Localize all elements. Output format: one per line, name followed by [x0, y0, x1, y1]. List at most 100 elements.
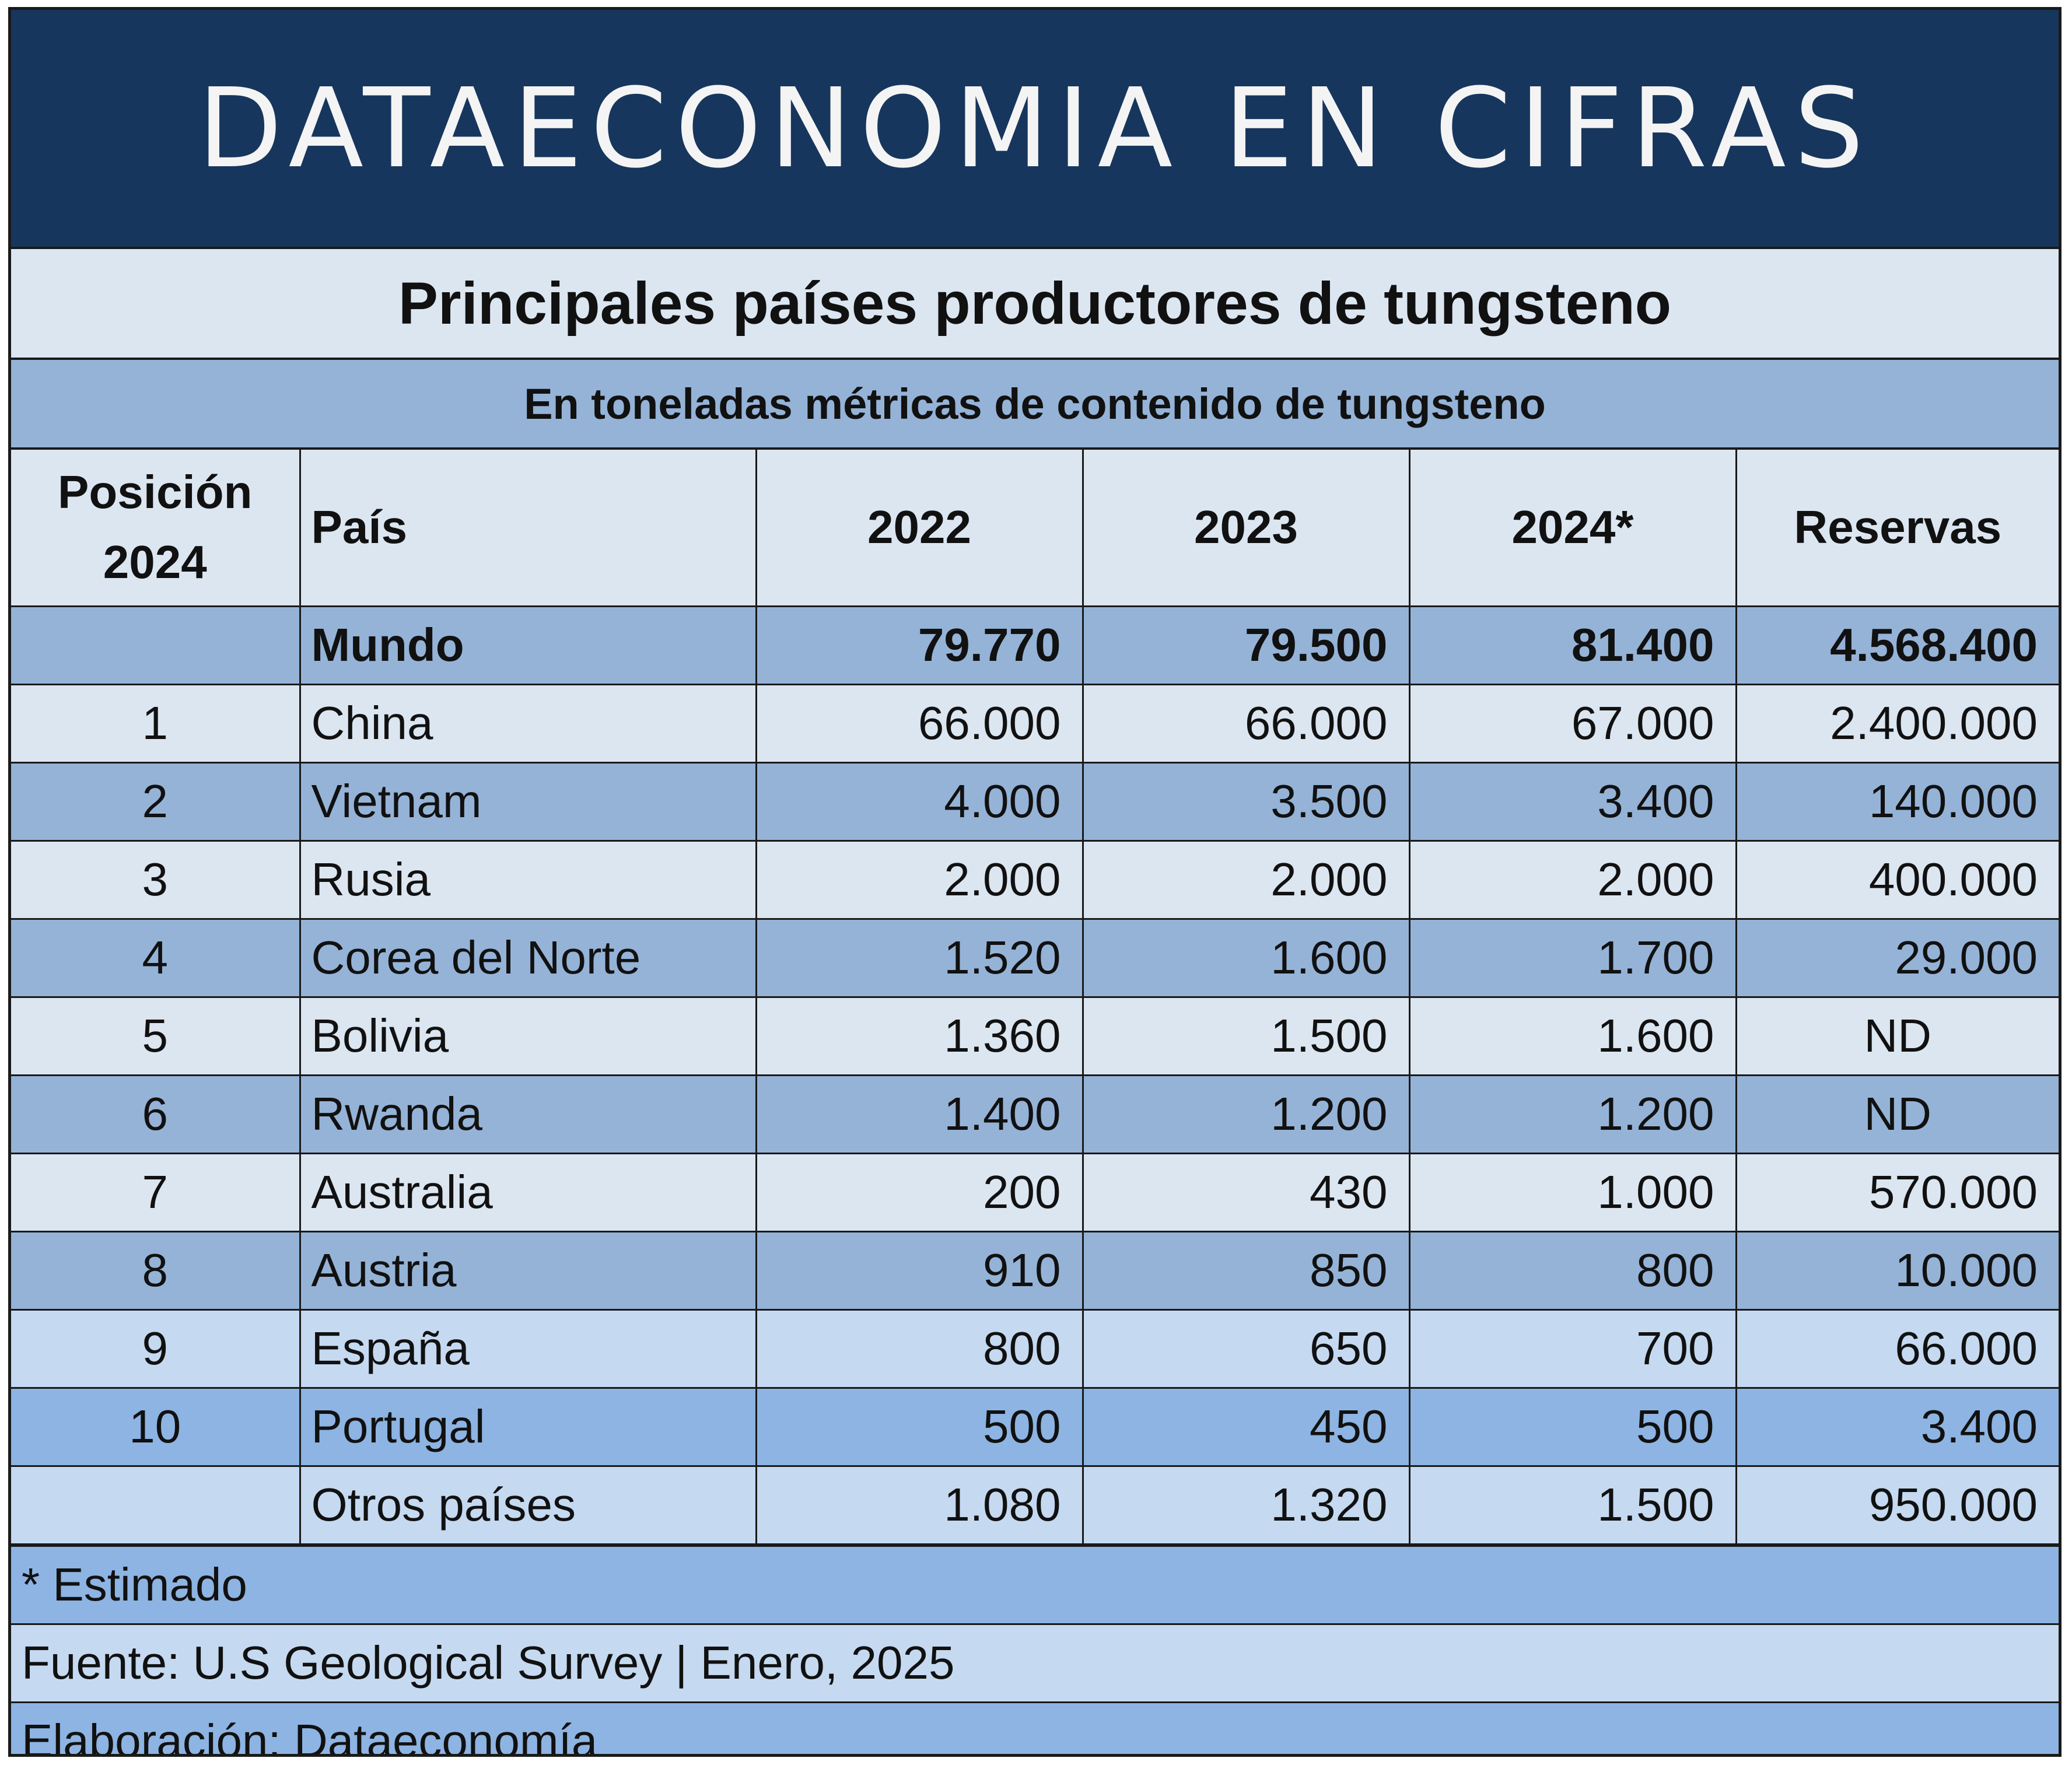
cell-pais: Rusia	[299, 839, 757, 920]
table-header-row: Posición 2024 País 2022 2023 2024* Reser…	[11, 450, 2059, 607]
cell-pais: Corea del Norte	[299, 917, 757, 998]
banner-title: DATAECONOMIA EN CIFRAS	[198, 64, 1872, 192]
cell-pais: Australia	[299, 1152, 757, 1232]
table-row: 7 Australia 200 430 1.000 570.000	[11, 1152, 2059, 1232]
cell-2024: 1.700	[1408, 917, 1737, 998]
cell-reservas: 66.000	[1735, 1308, 2059, 1389]
cell-2023: 850	[1082, 1230, 1410, 1311]
cell-reservas: ND	[1735, 1074, 2059, 1154]
cell-2024: 3.400	[1408, 761, 1737, 842]
cell-pos: 10	[11, 1386, 301, 1467]
cell-2024: 800	[1408, 1230, 1737, 1311]
cell-2022: 2.000	[755, 839, 1084, 920]
cell-pos: 6	[11, 1074, 301, 1154]
cell-reservas: 950.000	[1735, 1465, 2059, 1545]
banner: DATAECONOMIA EN CIFRAS	[11, 10, 2059, 249]
table-body: 1 China 66.000 66.000 67.000 2.400.000 2 Vietna…	[11, 683, 2059, 1545]
page-title: Principales países productores de tungst…	[398, 269, 1672, 337]
cell-2022: 1.400	[755, 1074, 1084, 1154]
cell-2022: 200	[755, 1152, 1084, 1232]
cell-reservas: ND	[1735, 996, 2059, 1076]
cell-pos: 2	[11, 761, 301, 842]
cell-pos: 4	[11, 917, 301, 998]
cell-pais: Portugal	[299, 1386, 757, 1467]
cell-pais: Vietnam	[299, 761, 757, 842]
cell-reservas: 400.000	[1735, 839, 2059, 920]
table-row: 9 España 800 650 700 66.000	[11, 1308, 2059, 1389]
cell-2024: 1.200	[1408, 1074, 1737, 1154]
cell-2023: 66.000	[1082, 683, 1410, 764]
header-posicion: Posición 2024	[11, 450, 301, 607]
table-row-world: Mundo 79.770 79.500 81.400 4.568.400	[11, 605, 2059, 685]
header-posicion-line2: 2024	[103, 536, 207, 589]
title-row: Principales países productores de tungst…	[11, 249, 2059, 360]
header-pais: País	[299, 450, 757, 607]
cell-2022: 500	[755, 1386, 1084, 1467]
cell-2023: 650	[1082, 1308, 1410, 1389]
cell-2022: 800	[755, 1308, 1084, 1389]
cell-2022: 79.770	[755, 605, 1084, 685]
table-row: 5 Bolivia 1.360 1.500 1.600 ND	[11, 996, 2059, 1076]
cell-2024: 1.500	[1408, 1465, 1737, 1545]
cell-2022: 1.360	[755, 996, 1084, 1076]
cell-pos	[11, 605, 301, 685]
cell-pais: Bolivia	[299, 996, 757, 1076]
subtitle-row: En toneladas métricas de contenido de tu…	[11, 360, 2059, 450]
table-row: 2 Vietnam 4.000 3.500 3.400 140.000	[11, 761, 2059, 842]
cell-2023: 1.600	[1082, 917, 1410, 998]
production-table: Posición 2024 País 2022 2023 2024* Reser…	[11, 450, 2059, 1545]
cell-2023: 1.200	[1082, 1074, 1410, 1154]
table-row: 1 China 66.000 66.000 67.000 2.400.000	[11, 683, 2059, 764]
table-row: 10 Portugal 500 450 500 3.400	[11, 1386, 2059, 1467]
header-2023: 2023	[1082, 450, 1410, 607]
cell-2022: 910	[755, 1230, 1084, 1311]
cell-2023: 430	[1082, 1152, 1410, 1232]
cell-2022: 1.080	[755, 1465, 1084, 1545]
table-row: 6 Rwanda 1.400 1.200 1.200 ND	[11, 1074, 2059, 1154]
cell-pais: China	[299, 683, 757, 764]
cell-2023: 79.500	[1082, 605, 1410, 685]
infographic-frame: DATAECONOMIA EN CIFRAS Principales paíse…	[8, 7, 2062, 1757]
cell-pos: 7	[11, 1152, 301, 1232]
cell-pos: 5	[11, 996, 301, 1076]
cell-2024: 81.400	[1408, 605, 1737, 685]
cell-reservas: 4.568.400	[1735, 605, 2059, 685]
cell-pos: 1	[11, 683, 301, 764]
cell-2023: 450	[1082, 1386, 1410, 1467]
cell-pais: Mundo	[299, 605, 757, 685]
cell-reservas: 570.000	[1735, 1152, 2059, 1232]
cell-2023: 1.500	[1082, 996, 1410, 1076]
cell-pais: Rwanda	[299, 1074, 757, 1154]
footer-source: Fuente: U.S Geological Survey | Enero, 2…	[11, 1623, 2059, 1701]
header-reservas: Reservas	[1735, 450, 2059, 607]
cell-pos: 8	[11, 1230, 301, 1311]
cell-2024: 1.600	[1408, 996, 1737, 1076]
cell-pais: Austria	[299, 1230, 757, 1311]
cell-2024: 700	[1408, 1308, 1737, 1389]
page-subtitle: En toneladas métricas de contenido de tu…	[524, 379, 1546, 428]
cell-reservas: 140.000	[1735, 761, 2059, 842]
cell-pos: 3	[11, 839, 301, 920]
table-row: Otros países 1.080 1.320 1.500 950.000	[11, 1465, 2059, 1545]
cell-2023: 3.500	[1082, 761, 1410, 842]
cell-pais: España	[299, 1308, 757, 1389]
cell-2024: 500	[1408, 1386, 1737, 1467]
cell-2022: 4.000	[755, 761, 1084, 842]
header-2024: 2024*	[1408, 450, 1737, 607]
cell-2023: 1.320	[1082, 1465, 1410, 1545]
cell-2024: 67.000	[1408, 683, 1737, 764]
cell-2024: 1.000	[1408, 1152, 1737, 1232]
footer-credit: Elaboración: Dataeconomía	[11, 1701, 2059, 1754]
cell-pos	[11, 1465, 301, 1545]
table-row: 4 Corea del Norte 1.520 1.600 1.700 29.000	[11, 917, 2059, 998]
footer-note: * Estimado	[11, 1545, 2059, 1623]
cell-reservas: 10.000	[1735, 1230, 2059, 1311]
header-posicion-line1: Posición	[58, 466, 253, 519]
cell-reservas: 3.400	[1735, 1386, 2059, 1467]
cell-pais: Otros países	[299, 1465, 757, 1545]
table-row: 3 Rusia 2.000 2.000 2.000 400.000	[11, 839, 2059, 920]
cell-reservas: 29.000	[1735, 917, 2059, 998]
header-2022: 2022	[755, 450, 1084, 607]
cell-2022: 1.520	[755, 917, 1084, 998]
cell-2024: 2.000	[1408, 839, 1737, 920]
